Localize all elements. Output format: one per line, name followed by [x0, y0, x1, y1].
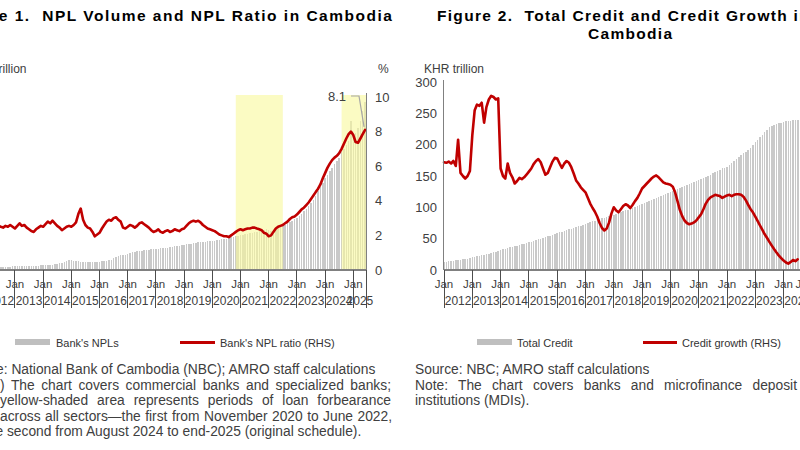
figure2-jan-label: Jan — [633, 278, 652, 290]
figure2-year-label: 2017 — [586, 294, 613, 308]
figure1-jan-label: Jan — [288, 278, 307, 290]
figure1-jan-label: Jan — [231, 278, 250, 290]
figure2-jan-label: Jan — [520, 278, 539, 290]
figure1-y-tick-label: 2 — [375, 228, 382, 243]
figure2-jan-label: Jan — [661, 278, 680, 290]
figure2-year-label: 2019 — [643, 294, 670, 308]
figure2-year-label: 2023 — [756, 294, 783, 308]
figure1-year-label: 2021 — [241, 294, 268, 308]
figure1-jan-label: Jan — [203, 278, 222, 290]
figure1-left-axis-unit: KHR trillion — [0, 62, 27, 76]
figure1-year-label: 2025 — [347, 294, 374, 308]
figure1-note-line2: yellow-shaded area represents periods of… — [0, 393, 391, 409]
figure1-jan-label: Jan — [316, 278, 335, 290]
figure2-legend-bar-swatch — [477, 339, 512, 345]
figure1-jan-label: Jan — [175, 278, 194, 290]
figure1-year-label: 2020 — [213, 294, 240, 308]
figure2-jan-label: Jan — [435, 278, 454, 290]
figure1-jan-label: Jan — [90, 278, 109, 290]
figure1-legend-bar-swatch — [15, 339, 50, 345]
figure2-year-label: 2012 — [445, 294, 472, 308]
figure2-legend-line-label: Credit growth (RHS) — [682, 337, 781, 349]
figure1-note-line4: e second from August 2024 to end-2025 (o… — [0, 424, 361, 440]
figure2-y-tick-label: 100 — [415, 200, 437, 215]
figure1-title: Figure 1. NPL Volume and NPL Ratio in Ca… — [0, 7, 393, 25]
figure1-year-label: 2019 — [185, 294, 212, 308]
figure1-jan-label: Jan — [259, 278, 278, 290]
figure2-note-line1: Note: The chart covers banks and microfi… — [415, 378, 797, 394]
figure1-legend-line-swatch — [180, 341, 215, 344]
figure1-jan-label: Jan — [344, 278, 363, 290]
report-page: { "figure1": { "title": "Figure 1. NPL V… — [0, 0, 800, 450]
figure1-y-tick-label: 10 — [375, 90, 389, 105]
figure2-y-tick-label: 50 — [423, 231, 437, 246]
figure2-source: Source: NBC; AMRO staff calculations — [415, 362, 649, 378]
figure1-year-label: 2015 — [72, 294, 99, 308]
figure2-year-label: 2024 — [784, 294, 800, 308]
figure2-legend-line-swatch — [643, 341, 677, 344]
figure1-year-label: 2018 — [157, 294, 184, 308]
figure2-jan-label: Jan — [605, 278, 624, 290]
figure2-jan-label: Jan — [576, 278, 595, 290]
figure2-year-label: 2013 — [473, 294, 500, 308]
figure2-y-tick-label: 200 — [415, 137, 437, 152]
figure2-year-label: 2022 — [728, 294, 755, 308]
figure2-year-label: 2014 — [501, 294, 528, 308]
figure1-year-label: 2023 — [298, 294, 325, 308]
figure1-y-tick-label: 6 — [375, 159, 382, 174]
figure1-jan-label: Jan — [118, 278, 137, 290]
figure1-legend-bar-label: Bank's NPLs — [56, 337, 119, 349]
figure1-y-tick-label: 0 — [375, 263, 382, 278]
figure2-year-label: 2015 — [530, 294, 557, 308]
figure1-year-label: 2014 — [44, 294, 71, 308]
figure2-y-tick-label: 300 — [415, 75, 437, 90]
figure2-jan-label: Jan — [746, 278, 765, 290]
figure2-left-axis-unit: KHR trillion — [424, 62, 484, 76]
figure1-note-line1: ) The chart covers commercial banks and … — [0, 378, 391, 394]
figure2-y-tick-label: 150 — [415, 169, 437, 184]
figure1-year-label: 2022 — [269, 294, 296, 308]
figure2-y-tick-label: 0 — [430, 263, 437, 278]
npl-ratio-annotation: 8.1 — [328, 89, 346, 104]
figure2-jan-label: Jan — [548, 278, 567, 290]
figure2-title-line2: Cambodia — [588, 25, 673, 43]
figure2-title-line1: Figure 2. Total Credit and Credit Growth… — [437, 7, 800, 25]
figure2-bars — [443, 120, 798, 270]
figure2-jan-label: Jan — [774, 278, 793, 290]
figure1-jan-label: Jan — [6, 278, 25, 290]
figure2-note-line2: institutions (MDIs). — [415, 393, 529, 409]
figure1-y-tick-label: 8 — [375, 124, 382, 139]
figure2-jan-label-partial: Jan — [796, 278, 800, 290]
figure2-year-label: 2021 — [699, 294, 726, 308]
figure2-year-label: 2020 — [671, 294, 698, 308]
figure1-y-tick-label: 4 — [375, 193, 382, 208]
figure2-jan-label: Jan — [463, 278, 482, 290]
figure2-jan-label: Jan — [718, 278, 737, 290]
figure1-right-axis-unit: % — [378, 62, 389, 76]
figure2-year-label: 2018 — [615, 294, 642, 308]
figure1-year-label: 2013 — [16, 294, 43, 308]
figure1-source: Source: National Bank of Cambodia (NBC);… — [0, 362, 375, 378]
figure2-year-label: 2016 — [558, 294, 585, 308]
figure1-jan-label: Jan — [62, 278, 81, 290]
figure2-jan-label: Jan — [491, 278, 510, 290]
figure1-forbearance-band-1 — [236, 95, 283, 270]
figure2-y-tick-label: 250 — [415, 106, 437, 121]
figure1-jan-label: Jan — [147, 278, 166, 290]
figure1-year-label: 2012 — [0, 294, 14, 308]
figure2-jan-label: Jan — [689, 278, 708, 290]
figure1-year-label: 2017 — [128, 294, 155, 308]
figure1-year-label: 2016 — [100, 294, 127, 308]
figure1-jan-label: Jan — [34, 278, 53, 290]
figure1-legend-line-label: Bank's NPL ratio (RHS) — [220, 337, 335, 349]
figure1-note-line3: across all sectors—the first from Novemb… — [0, 409, 392, 425]
figure1-bars — [0, 102, 366, 270]
figure2-legend-bar-label: Total Credit — [517, 337, 573, 349]
